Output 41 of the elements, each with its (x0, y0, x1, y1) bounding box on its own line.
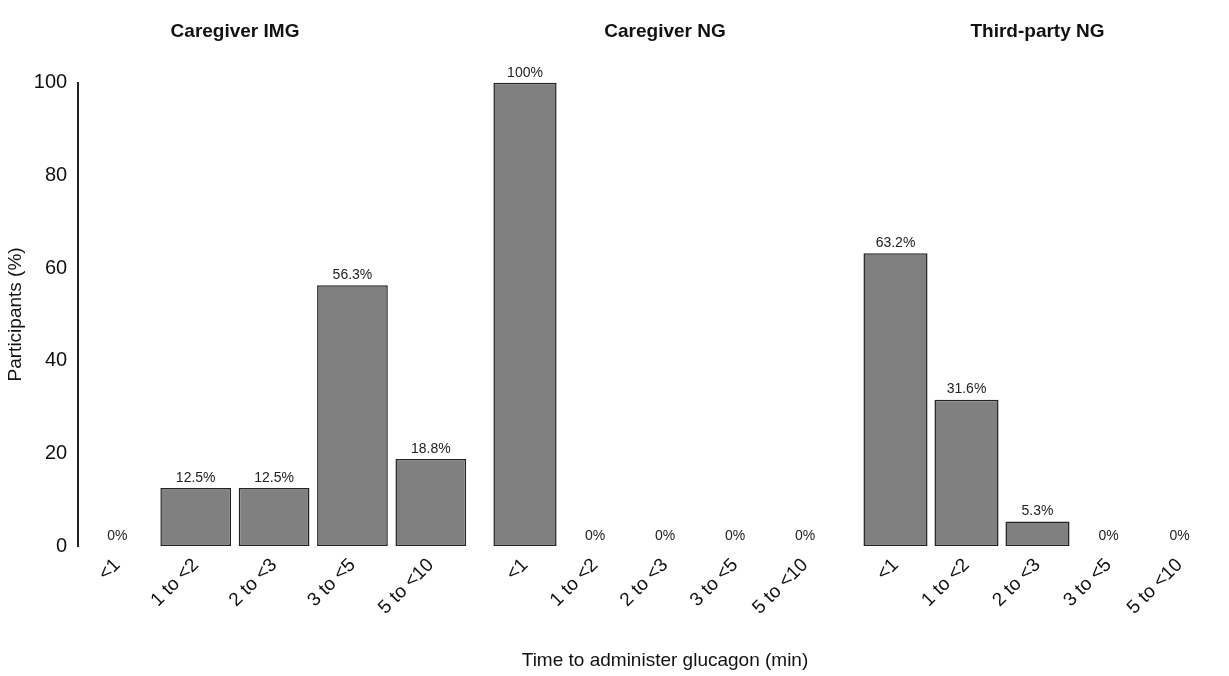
data-label: 12.5% (175, 468, 216, 485)
data-label: 0% (724, 526, 746, 543)
x-tick-label: 5 to <10 (1122, 553, 1187, 618)
x-tick-label: 1 to <2 (916, 553, 974, 611)
data-label: 0% (654, 526, 676, 543)
chart-title: Caregiver IMG (170, 19, 300, 41)
data-label: 0% (584, 526, 606, 543)
x-tick-label: <1 (501, 553, 532, 584)
y-tick-label: 0 (56, 533, 68, 556)
x-tick-label: 5 to <10 (747, 553, 812, 618)
chart-title: Caregiver NG (604, 19, 726, 41)
x-tick-label: 1 to <2 (545, 553, 602, 611)
y-tick-label: 20 (44, 440, 68, 463)
data-label: 12.5% (254, 468, 294, 485)
chart-title: Third-party NG (970, 19, 1105, 41)
data-label: 0% (1169, 526, 1190, 543)
x-axis-title: Time to administer glucagon (min) (521, 648, 809, 670)
x-tick-label: <1 (93, 553, 124, 584)
data-label: 5.3% (1021, 502, 1054, 519)
x-tick-label: 3 to <5 (1058, 553, 1116, 611)
x-tick-label: 3 to <5 (302, 553, 359, 611)
data-label: 63.2% (875, 234, 916, 251)
x-tick-label: 1 to <2 (145, 553, 203, 611)
x-tick-label: 5 to <10 (373, 553, 438, 618)
x-tick-label: 2 to <3 (987, 553, 1045, 611)
x-tick-label: 2 to <3 (224, 553, 281, 611)
data-label: 56.3% (332, 266, 373, 283)
data-label: 0% (1098, 526, 1119, 543)
y-tick-label: 80 (44, 162, 68, 185)
data-label: 31.6% (946, 380, 987, 397)
x-tick-label: 2 to <3 (615, 553, 672, 611)
y-axis-title: Participants (%) (3, 247, 25, 382)
data-label: 100% (507, 63, 543, 80)
y-tick-label: 40 (44, 348, 68, 371)
data-label: 0% (794, 526, 816, 543)
y-tick-label: 60 (44, 255, 68, 278)
data-label: 18.8% (410, 439, 451, 456)
x-tick-label: 3 to <5 (685, 553, 742, 611)
data-label: 0% (107, 526, 128, 543)
y-tick-label: 100 (33, 70, 68, 93)
x-tick-label: <1 (871, 553, 903, 584)
